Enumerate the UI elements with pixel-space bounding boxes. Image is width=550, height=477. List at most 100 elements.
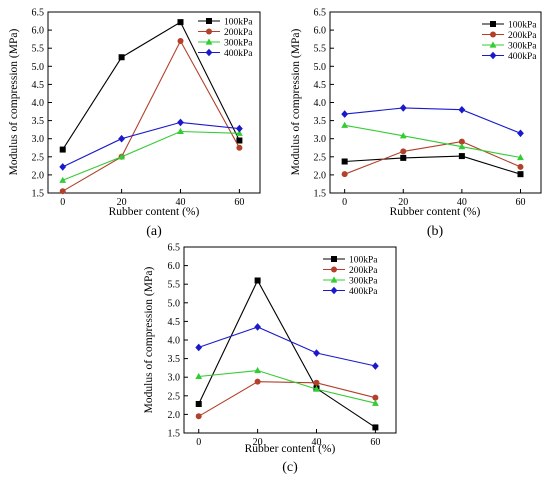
legend-marker xyxy=(205,38,213,45)
x-tick-label: 20 xyxy=(398,197,408,208)
data-point-400kPa xyxy=(313,349,320,357)
y-tick-label: 2.0 xyxy=(314,170,327,181)
data-point-100kPa xyxy=(118,54,125,61)
data-point-100kPa xyxy=(59,146,66,153)
x-tick-label: 60 xyxy=(515,197,525,208)
data-point-400kPa xyxy=(59,163,67,171)
y-tick-label: 2.0 xyxy=(32,170,45,181)
x-tick-label: 20 xyxy=(253,437,263,448)
y-tick-label: 1.5 xyxy=(314,189,327,200)
data-point-200kPa xyxy=(177,37,184,44)
legend-marker xyxy=(205,48,213,57)
x-tick-label: 0 xyxy=(60,197,65,208)
data-point-200kPa xyxy=(59,188,66,195)
y-tick-label: 4.5 xyxy=(314,80,327,91)
x-tick-label: 60 xyxy=(234,197,244,208)
y-tick-label: 2.5 xyxy=(168,391,181,402)
x-tick-label: 40 xyxy=(457,197,467,208)
y-tick-label: 1.5 xyxy=(32,189,45,200)
y-tick-label: 2.5 xyxy=(314,152,327,163)
series-line-200kPa xyxy=(344,141,521,175)
x-tick-label: 40 xyxy=(312,437,322,448)
series-line-100kPa xyxy=(198,279,376,428)
series-line-300kPa xyxy=(198,369,376,404)
data-point-300kPa xyxy=(195,372,203,380)
data-point-100kPa xyxy=(177,19,184,26)
data-point-300kPa xyxy=(235,129,243,136)
legend-label: 100kPa xyxy=(349,256,378,266)
data-point-400kPa xyxy=(458,105,466,114)
y-tick-label: 6.5 xyxy=(32,8,45,19)
y-tick-label: 3.5 xyxy=(314,116,327,127)
legend-marker xyxy=(331,256,337,262)
data-point-300kPa xyxy=(517,153,524,161)
legend-label: 400kPa xyxy=(224,49,253,59)
data-point-200kPa xyxy=(254,378,261,385)
y-tick-label: 6.0 xyxy=(168,261,181,272)
data-point-400kPa xyxy=(195,343,203,352)
x-tick-label: 20 xyxy=(117,197,127,208)
y-tick-label: 5.0 xyxy=(314,62,327,73)
legend-label: 400kPa xyxy=(508,52,537,62)
series-line-400kPa xyxy=(62,121,240,168)
data-point-400kPa xyxy=(118,134,126,143)
data-point-100kPa xyxy=(517,171,524,178)
plot-area: 1.5 2.0 2.5 3.0 3.5 4.0 4.5 5.0 5.5 6.0 6.5 0 20 40 60… xyxy=(32,8,254,209)
y-tick-label: 4.5 xyxy=(32,80,45,91)
x-tick-label: 0 xyxy=(342,197,347,208)
legend-marker xyxy=(490,31,496,38)
plot-area: 1.5 2.0 2.5 3.0 3.5 4.0 4.5 5.0 5.5 6.0 6.5 0 20 40 60… xyxy=(168,243,381,449)
y-tick-label: 6.5 xyxy=(314,8,327,19)
legend-label: 300kPa xyxy=(508,42,537,52)
x-axis-label: Rubber content (%) xyxy=(390,206,481,218)
y-tick-label: 3.5 xyxy=(168,354,181,365)
data-point-300kPa xyxy=(313,385,320,392)
panel-label: (a) xyxy=(146,224,162,239)
series-line-200kPa xyxy=(62,39,240,192)
data-point-200kPa xyxy=(517,163,524,170)
data-point-200kPa xyxy=(372,394,379,401)
legend-marker xyxy=(206,28,212,35)
panel-label: (c) xyxy=(282,460,298,475)
data-point-400kPa xyxy=(341,110,349,118)
data-point-400kPa xyxy=(254,323,262,331)
data-point-400kPa xyxy=(235,124,243,133)
y-axis-label: Modulus of compression (MPa) xyxy=(143,267,155,414)
series-line-200kPa xyxy=(198,381,376,417)
x-axis-label: Rubber content (%) xyxy=(245,443,336,455)
y-tick-label: 4.0 xyxy=(314,98,327,109)
data-point-100kPa xyxy=(236,137,243,144)
legend-marker xyxy=(489,41,497,48)
data-point-100kPa xyxy=(254,277,261,284)
y-axis-label: Modulus of compression (MPa) xyxy=(8,29,20,176)
y-tick-label: 2.5 xyxy=(32,152,45,163)
data-point-400kPa xyxy=(177,118,184,127)
y-tick-label: 6.0 xyxy=(32,26,45,37)
x-tick-label: 40 xyxy=(176,197,186,208)
data-point-200kPa xyxy=(400,148,407,155)
data-point-200kPa xyxy=(313,379,320,386)
legend-marker xyxy=(330,276,338,283)
series-line-300kPa xyxy=(62,130,240,181)
panel-a: 1.5 2.0 2.5 3.0 3.5 4.0 4.5 5.0 5.5 6.0 6.5 0 20 40 60… xyxy=(8,8,261,239)
data-point-300kPa xyxy=(341,121,349,128)
y-tick-label: 6.5 xyxy=(168,243,181,254)
data-point-100kPa xyxy=(195,400,202,407)
data-point-300kPa xyxy=(254,366,262,374)
data-point-400kPa xyxy=(399,104,407,112)
y-tick-label: 1.5 xyxy=(168,429,181,440)
y-tick-label: 3.0 xyxy=(32,134,45,145)
data-point-400kPa xyxy=(371,362,379,370)
data-point-300kPa xyxy=(399,132,407,139)
legend-label: 300kPa xyxy=(349,277,378,287)
data-point-100kPa xyxy=(458,153,465,160)
data-point-100kPa xyxy=(372,424,379,431)
legend-marker xyxy=(206,18,212,24)
data-point-400kPa xyxy=(517,129,524,138)
y-tick-label: 5.5 xyxy=(32,44,45,55)
legend-marker xyxy=(490,21,496,27)
y-tick-label: 5.0 xyxy=(168,298,181,309)
